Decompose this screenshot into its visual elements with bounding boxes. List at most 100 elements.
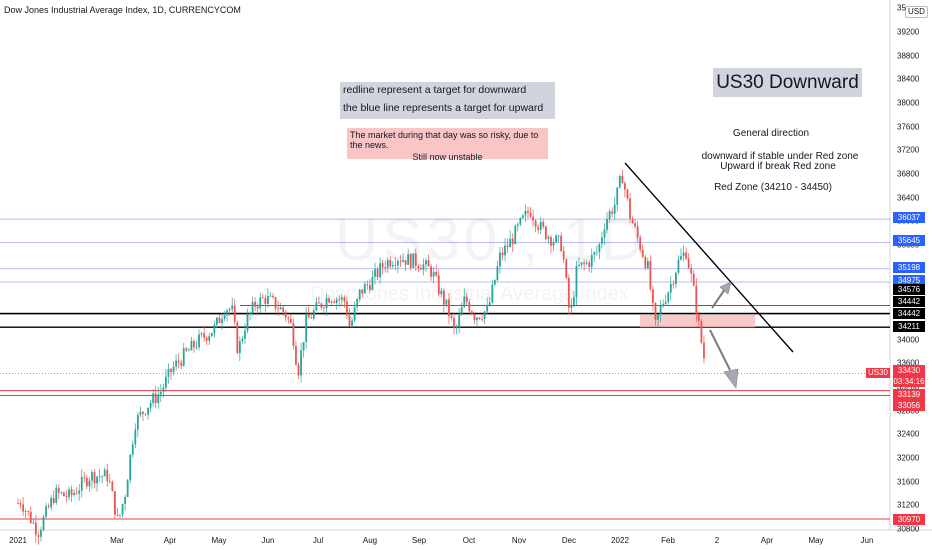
candle-body xyxy=(478,317,481,319)
candle-body xyxy=(200,333,203,335)
candle-body xyxy=(154,393,157,403)
candle-body xyxy=(126,480,129,497)
candle-body xyxy=(595,252,598,253)
candle-body xyxy=(542,221,545,227)
candle-body xyxy=(473,314,476,321)
candle-body xyxy=(318,302,320,304)
candle-body xyxy=(565,259,568,278)
candle-body xyxy=(697,314,700,321)
candle-body xyxy=(142,411,144,414)
x-tick-label: Dec xyxy=(561,536,577,545)
candle-body xyxy=(279,307,282,310)
candle-body xyxy=(147,407,149,415)
candle-body xyxy=(358,289,361,299)
up-arrow-head xyxy=(719,281,732,295)
candle-body xyxy=(106,469,109,482)
candle-body xyxy=(34,522,37,535)
candle-body xyxy=(532,216,534,221)
candle-body xyxy=(267,296,269,304)
candle-body xyxy=(348,315,351,326)
x-tick-label: May xyxy=(808,536,824,545)
candle-body xyxy=(361,289,364,294)
candle-body xyxy=(527,210,529,213)
candle-body xyxy=(437,275,440,295)
candle-body xyxy=(379,263,381,278)
x-tick-label: 2022 xyxy=(611,536,629,545)
risk-note-text-2: Still now unstable xyxy=(412,152,483,162)
candle-body xyxy=(616,187,619,205)
candle-body xyxy=(210,332,213,337)
x-tick-label: Apr xyxy=(760,536,774,545)
candle-body xyxy=(37,534,40,537)
candle-body xyxy=(165,376,167,388)
currency-badge[interactable]: USD xyxy=(905,6,928,18)
x-tick-label: Nov xyxy=(511,536,527,545)
candle-body xyxy=(195,347,198,349)
legend-note[interactable]: redline represent a target for downward … xyxy=(340,82,555,119)
candle-body xyxy=(583,262,585,264)
candle-body xyxy=(47,506,50,508)
candle-body xyxy=(460,307,463,316)
candle-body xyxy=(63,492,65,497)
candle-body xyxy=(205,337,208,341)
candle-body xyxy=(453,317,455,328)
y-tick-label: 34000 xyxy=(897,335,920,345)
candle-body xyxy=(682,252,685,257)
y-tick-label: 37200 xyxy=(897,145,920,155)
candle-body xyxy=(129,454,132,481)
candle-body xyxy=(320,303,323,308)
candle-body xyxy=(22,504,24,512)
trendline xyxy=(624,162,794,353)
candle-body xyxy=(249,312,251,315)
candle-body xyxy=(636,226,639,238)
candle-body xyxy=(305,314,308,343)
candle-body xyxy=(73,492,75,495)
candle-body xyxy=(664,302,667,304)
candle-body xyxy=(277,308,279,310)
candle-body xyxy=(254,301,257,307)
x-tick-label: 2 xyxy=(714,536,720,545)
candle-body xyxy=(468,301,471,312)
title-box[interactable]: US30 Downward xyxy=(713,68,862,97)
y-tick-label: 38800 xyxy=(897,51,920,61)
candle-body xyxy=(639,237,642,250)
risk-note[interactable]: The market during that day was so risky,… xyxy=(347,128,548,162)
candle-body xyxy=(450,316,453,318)
candle-body xyxy=(238,341,241,354)
candle-body xyxy=(328,298,330,303)
y-tick-label: 32400 xyxy=(897,429,920,439)
candle-body xyxy=(580,262,583,265)
candle-body xyxy=(287,317,290,319)
price-label: 35645 xyxy=(893,235,925,246)
candle-body xyxy=(80,477,83,491)
candle-body xyxy=(60,492,63,494)
candle-body xyxy=(91,472,93,481)
candle-body xyxy=(251,301,254,313)
candle-body xyxy=(440,290,443,295)
candle-body xyxy=(483,311,486,320)
candle-body xyxy=(613,204,616,214)
price-label: 34576 xyxy=(893,284,925,295)
x-tick-label: Jun xyxy=(261,536,275,545)
candle-body xyxy=(346,301,348,316)
direction-line-2: Upward if break Red zone xyxy=(720,161,836,172)
candle-body xyxy=(325,298,328,309)
candle-body xyxy=(641,249,644,257)
candle-body xyxy=(593,252,596,256)
candle-body xyxy=(65,496,68,498)
candle-body xyxy=(384,267,387,269)
candle-body xyxy=(557,235,560,237)
candle-body xyxy=(611,211,614,214)
x-tick-label: Oct xyxy=(462,536,476,545)
candle-body xyxy=(695,285,698,315)
candle-body xyxy=(261,297,264,299)
general-direction: General direction xyxy=(732,128,810,139)
candle-body xyxy=(295,345,297,365)
candle-body xyxy=(547,237,550,239)
candle-body xyxy=(606,219,608,230)
down-arrow-head xyxy=(723,368,739,389)
candle-body xyxy=(703,342,705,359)
candle-body xyxy=(139,411,142,415)
candle-body xyxy=(397,260,399,266)
